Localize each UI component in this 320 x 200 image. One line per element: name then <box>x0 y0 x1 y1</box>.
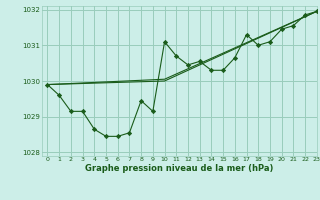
X-axis label: Graphe pression niveau de la mer (hPa): Graphe pression niveau de la mer (hPa) <box>85 164 273 173</box>
